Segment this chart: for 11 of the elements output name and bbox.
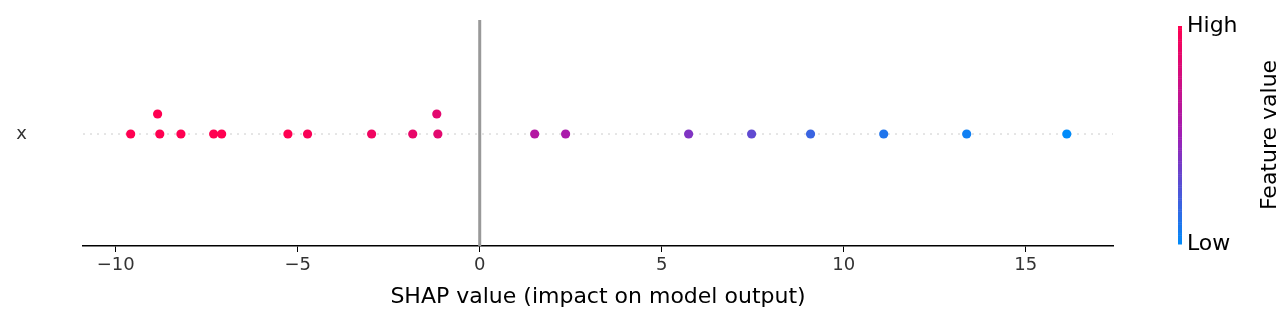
x-tick-label: 5 xyxy=(655,253,668,275)
x-tick-label: −5 xyxy=(284,253,312,275)
color-bar-title: Feature value xyxy=(1255,59,1281,211)
x-tick-label: −10 xyxy=(96,253,135,275)
x-tick-label: 10 xyxy=(832,253,856,275)
x-axis-title: SHAP value (impact on model output) xyxy=(390,282,806,308)
color-bar-label: High xyxy=(1187,11,1238,37)
text: x xyxy=(16,121,28,143)
color-bar-label: Low xyxy=(1187,229,1231,255)
x-tick-label: 0 xyxy=(473,253,486,275)
x-tick-label: 15 xyxy=(1014,253,1038,275)
